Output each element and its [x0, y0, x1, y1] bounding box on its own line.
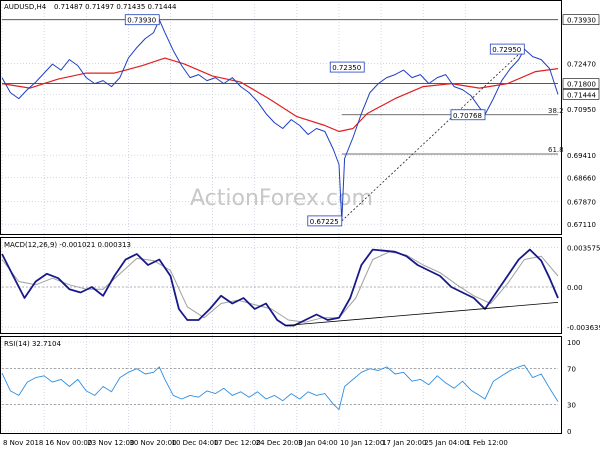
y-tick-label: 0.70950 — [567, 106, 596, 114]
price-tag-box — [562, 89, 600, 100]
x-tick-label: 1 Feb 12:00 — [466, 439, 507, 447]
y-tick-label: 0.00 — [567, 284, 583, 292]
price-annotation-text: 0.70768 — [453, 112, 482, 120]
annotation-labels: 0.73930 0.72350 0.72950 0.70768 0.67225 — [124, 14, 525, 227]
price-line — [1, 19, 559, 222]
x-tick-label: 23 Nov 12:00 — [87, 439, 134, 447]
price-annotation-box — [124, 14, 160, 26]
y-tick-label: 0 — [567, 428, 571, 436]
x-tick-label: 17 Dec 12:00 — [214, 439, 261, 447]
rsi-line — [1, 364, 559, 411]
y-tick-label: 0.67870 — [567, 198, 596, 206]
price-annotation-box — [329, 61, 365, 73]
main-panel-frame — [0, 0, 562, 235]
macd-title: MACD(12,26,9) -0.001021 0.000313 — [4, 241, 131, 249]
y-tick-label: -0.003639 — [567, 324, 600, 332]
series-layer — [1, 19, 559, 411]
macd-panel-frame — [0, 237, 562, 334]
watermark: ActionForex.com — [190, 186, 373, 211]
y-tick-label: 0.003575 — [567, 245, 600, 253]
y-tick-label: 0.71444 — [567, 91, 596, 99]
y-tick-label: 0.72470 — [567, 60, 596, 68]
price-annotation-box — [489, 43, 525, 55]
rsi-title: RSI(14) 32.7104 — [4, 340, 61, 348]
fib-projection-line — [341, 48, 525, 222]
fib-level-label: 38.2 — [548, 107, 564, 115]
y-tick-label: 0.73930 — [567, 17, 596, 25]
x-tick-label: 10 Jan 12:00 — [340, 439, 384, 447]
y-tick-label: 0.71800 — [567, 81, 596, 89]
price-annotation-text: 0.72950 — [492, 46, 521, 54]
x-tick-label: 10 Dec 04:00 — [171, 439, 218, 447]
x-tick-label: 24 Dec 20:00 — [256, 439, 303, 447]
level-tag-box — [562, 78, 600, 89]
x-tick-label: 30 Nov 20:00 — [129, 439, 176, 447]
rsi-panel-frame — [0, 336, 562, 434]
price-annotation-text: 0.73930 — [127, 17, 156, 25]
macd-trendline — [285, 302, 559, 326]
main-title-symbol: AUDUSD,H4 — [4, 3, 47, 11]
y-tick-label: 0.67110 — [567, 221, 596, 229]
y-tick-label: 100 — [567, 339, 580, 347]
x-tick-label: 16 Nov 00:00 — [45, 439, 92, 447]
macd-line — [1, 248, 559, 327]
price-annotation-box — [307, 215, 343, 227]
x-tick-label: 8 Nov 2018 — [3, 439, 43, 447]
price-annotation-text: 0.67225 — [310, 218, 339, 226]
level-tag-box — [562, 14, 600, 25]
ma-line — [1, 57, 559, 133]
grid-lines — [1, 4, 558, 432]
fib-level-label: 61.8 — [548, 146, 564, 154]
x-tick-label: 17 Jan 20:00 — [382, 439, 426, 447]
y-tick-label: 0.68660 — [567, 175, 596, 183]
price-annotation-text: 0.72350 — [332, 64, 361, 72]
x-tick-label: 25 Jan 04:00 — [424, 439, 468, 447]
price-annotation-box — [450, 109, 486, 121]
y-tick-label: 0.69410 — [567, 152, 596, 160]
y-tick-label: 70 — [567, 366, 576, 374]
x-tick-label: 3 Jan 04:00 — [298, 439, 338, 447]
main-title-ohlc: 0.71487 0.71497 0.71435 0.71444 — [54, 3, 177, 11]
y-tick-label: 30 — [567, 401, 576, 409]
horizontal-levels: 38.2 61.8 — [2, 19, 564, 405]
